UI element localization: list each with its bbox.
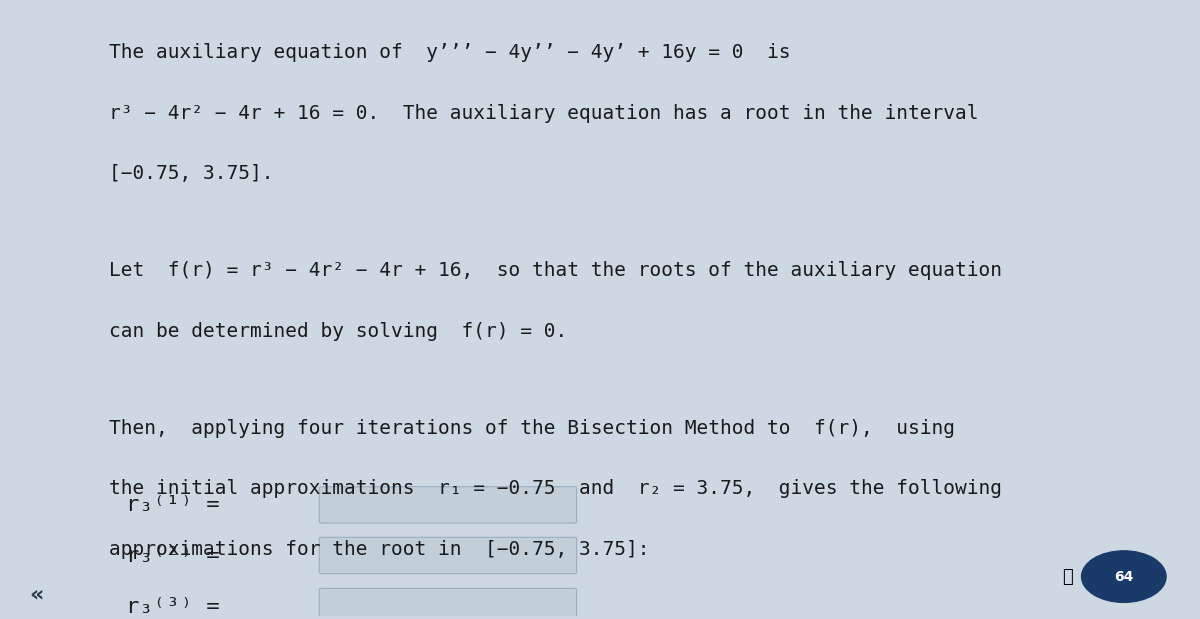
Text: r³ − 4r² − 4r + 16 = 0.  The auxiliary equation has a root in the interval: r³ − 4r² − 4r + 16 = 0. The auxiliary eq…	[109, 103, 979, 123]
Text: [−0.75, 3.75].: [−0.75, 3.75].	[109, 164, 274, 183]
Text: 64: 64	[1114, 569, 1134, 584]
FancyBboxPatch shape	[319, 537, 577, 574]
Text: can be determined by solving  f(r) = 0.: can be determined by solving f(r) = 0.	[109, 322, 568, 340]
Text: the initial approximations  r₁ = −0.75  and  r₂ = 3.75,  gives the following: the initial approximations r₁ = −0.75 an…	[109, 479, 1002, 498]
Text: r₃⁽¹⁾ =: r₃⁽¹⁾ =	[126, 495, 220, 515]
FancyBboxPatch shape	[319, 589, 577, 619]
Text: The auxiliary equation of  y’’’ − 4y’’ − 4y’ + 16y = 0  is: The auxiliary equation of y’’’ − 4y’’ − …	[109, 43, 791, 62]
Circle shape	[1081, 551, 1166, 602]
Text: 🔖: 🔖	[1062, 568, 1073, 586]
Text: approximations for the root in  [−0.75, 3.75]:: approximations for the root in [−0.75, 3…	[109, 540, 649, 559]
Text: r₃⁽³⁾ =: r₃⁽³⁾ =	[126, 597, 220, 617]
Text: «: «	[29, 585, 43, 605]
Text: r₃⁽²⁾ =: r₃⁽²⁾ =	[126, 546, 220, 566]
FancyBboxPatch shape	[319, 487, 577, 523]
Text: Then,  applying four iterations of the Bisection Method to  f(r),  using: Then, applying four iterations of the Bi…	[109, 419, 955, 438]
Text: Let  f(r) = r³ − 4r² − 4r + 16,  so that the roots of the auxiliary equation: Let f(r) = r³ − 4r² − 4r + 16, so that t…	[109, 261, 1002, 280]
